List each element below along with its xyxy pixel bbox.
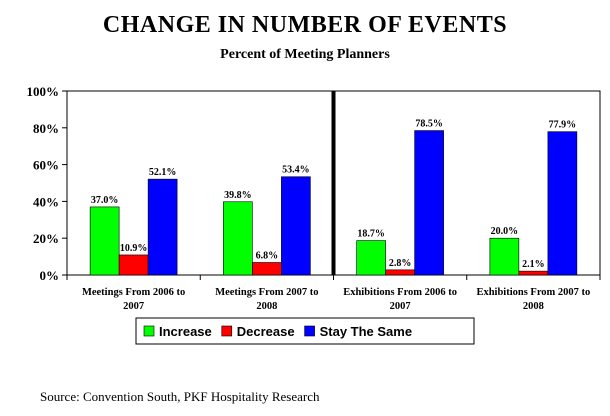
category-label: Exhibitions From 2006 to	[343, 287, 457, 298]
y-tick-label: 60%	[33, 158, 59, 173]
data-label: 77.9%	[549, 120, 577, 131]
data-label: 52.1%	[149, 167, 177, 178]
category-label: Meetings From 2007 to	[215, 287, 318, 298]
category-label: 2008	[256, 301, 277, 312]
y-tick-label: 0%	[40, 268, 60, 283]
legend-swatch	[221, 325, 233, 337]
bar-increase	[356, 240, 386, 276]
bar-decrease	[385, 269, 415, 276]
data-label: 10.9%	[120, 243, 148, 254]
y-tick-label: 20%	[33, 231, 59, 246]
data-label: 2.1%	[522, 259, 545, 270]
category-label: 2007	[390, 301, 411, 312]
bar-decrease	[518, 270, 549, 276]
bar-increase	[489, 237, 520, 276]
data-label: 18.7%	[357, 229, 385, 240]
data-label: 37.0%	[91, 195, 119, 206]
data-label: 6.8%	[256, 250, 279, 261]
category-label: Exhibitions From 2007 to	[476, 287, 590, 298]
chart-title: CHANGE IN NUMBER OF EVENTS	[102, 12, 508, 38]
chart-subtitle: Percent of Meeting Planners	[220, 47, 390, 62]
category-label: 2007	[123, 301, 144, 312]
data-label: 53.4%	[282, 165, 310, 176]
y-tick-label: 80%	[33, 121, 59, 136]
category-label: Meetings From 2006 to	[82, 287, 185, 298]
y-tick-label: 100%	[27, 84, 60, 99]
data-label: 39.8%	[224, 190, 252, 201]
data-label: 78.5%	[415, 119, 443, 130]
bar-stay-the-same	[147, 178, 178, 276]
bar-increase	[223, 201, 253, 276]
legend-label: Stay The Same	[320, 324, 413, 339]
bar-stay-the-same	[547, 131, 578, 276]
legend-label: Decrease	[237, 324, 295, 339]
legend-swatch	[143, 325, 155, 337]
bar-stay-the-same	[281, 176, 311, 276]
legend-label: Increase	[159, 324, 212, 339]
bar-decrease	[118, 254, 149, 276]
bar-increase	[89, 206, 120, 276]
bar-decrease	[252, 262, 282, 276]
source-note: Source: Convention South, PKF Hospitalit…	[40, 389, 320, 404]
data-label: 2.8%	[389, 258, 412, 269]
data-label: 20.0%	[491, 226, 519, 237]
bar-chart: 0% 20% 40% 60% 80% 100% 37.0% 10.9% 52.1% Meeting…	[27, 84, 601, 345]
y-tick-label: 40%	[33, 194, 59, 209]
legend-swatch	[304, 325, 315, 337]
category-label: 2008	[523, 301, 544, 312]
bar-stay-the-same	[414, 130, 444, 276]
